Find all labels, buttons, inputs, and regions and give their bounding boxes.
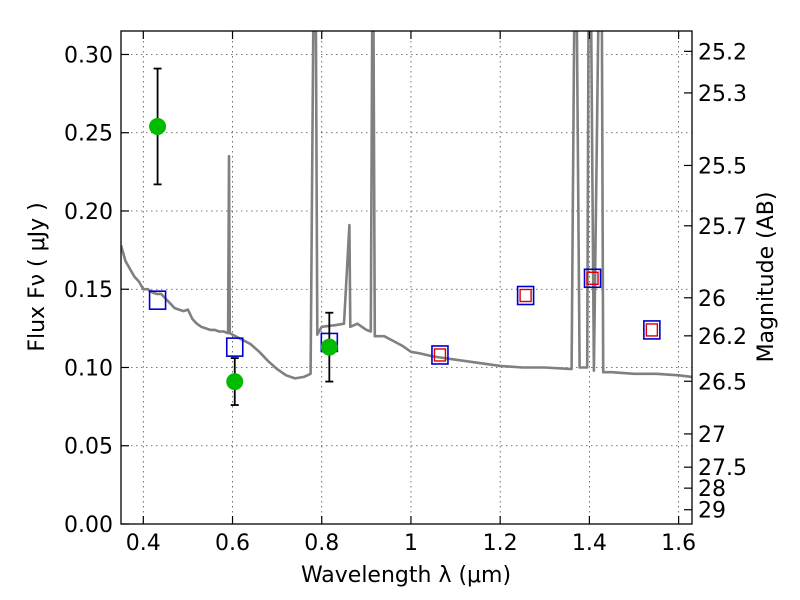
y-tick-labels: 0.00 0.05 0.10 0.15 0.20 0.25 0.30 <box>64 43 113 538</box>
magnitude-tick-label: 26.5 <box>698 370 747 395</box>
observed-point <box>149 117 167 135</box>
x-tick-label: 1.4 <box>572 531 607 556</box>
x-tick-label: 1.6 <box>661 531 696 556</box>
axis-ticks <box>121 31 692 525</box>
model-point <box>431 345 449 365</box>
y-tick-label: 0.15 <box>64 278 113 303</box>
plot-frame <box>120 30 693 525</box>
model-point <box>225 337 244 357</box>
magnitude-tick-label: 27.5 <box>698 456 747 481</box>
magnitude-tick-label: 27 <box>698 423 726 448</box>
model-point <box>516 285 535 306</box>
grid-lines <box>121 31 692 524</box>
magnitude-tick-label: 25.3 <box>698 82 747 107</box>
magnitude-tick-label: 28 <box>698 477 726 502</box>
x-tick-labels: 0.4 0.6 0.8 1 1.2 1.4 1.6 <box>126 531 696 556</box>
model-point <box>643 320 661 340</box>
spectrum-line <box>121 31 692 380</box>
x-tick-label: 1 <box>404 531 418 556</box>
x-tick-label: 1.2 <box>483 531 518 556</box>
x-tick-label: 0.4 <box>126 531 161 556</box>
magnitude-axis-title: Magnitude (AB) <box>754 192 779 363</box>
model-points-layer <box>148 268 661 365</box>
x-axis-title: Wavelength λ (μm) <box>301 563 511 588</box>
magnitude-tick-label: 25.5 <box>698 154 747 179</box>
magnitude-tick-label: 25.7 <box>698 215 747 240</box>
magnitude-tick-label: 26 <box>698 287 726 312</box>
x-tick-label: 0.6 <box>215 531 250 556</box>
y-tick-label: 0.00 <box>64 513 113 538</box>
y-tick-label: 0.20 <box>64 200 113 225</box>
y-axis-title: Flux Fν ( μJy ) <box>25 202 50 351</box>
observed-point <box>320 338 338 356</box>
y-tick-label: 0.25 <box>64 122 113 147</box>
observed-point <box>226 373 244 391</box>
y-tick-label: 0.05 <box>64 435 113 460</box>
spectrum-layer <box>121 31 692 380</box>
magnitude-tick-label: 26.2 <box>698 325 747 350</box>
model-point-inner <box>519 288 532 303</box>
model-point-inner <box>586 271 599 285</box>
magnitude-tick-label: 25.2 <box>698 40 747 65</box>
model-point <box>148 290 167 310</box>
x-tick-label: 0.8 <box>304 531 339 556</box>
y-tick-label: 0.10 <box>64 356 113 381</box>
observed-points-layer <box>149 67 338 406</box>
y-tick-label: 0.30 <box>64 43 113 68</box>
model-point-inner <box>433 348 447 362</box>
model-point <box>583 268 602 289</box>
model-point-inner <box>645 323 659 337</box>
magnitude-tick-label: 29 <box>698 499 726 524</box>
